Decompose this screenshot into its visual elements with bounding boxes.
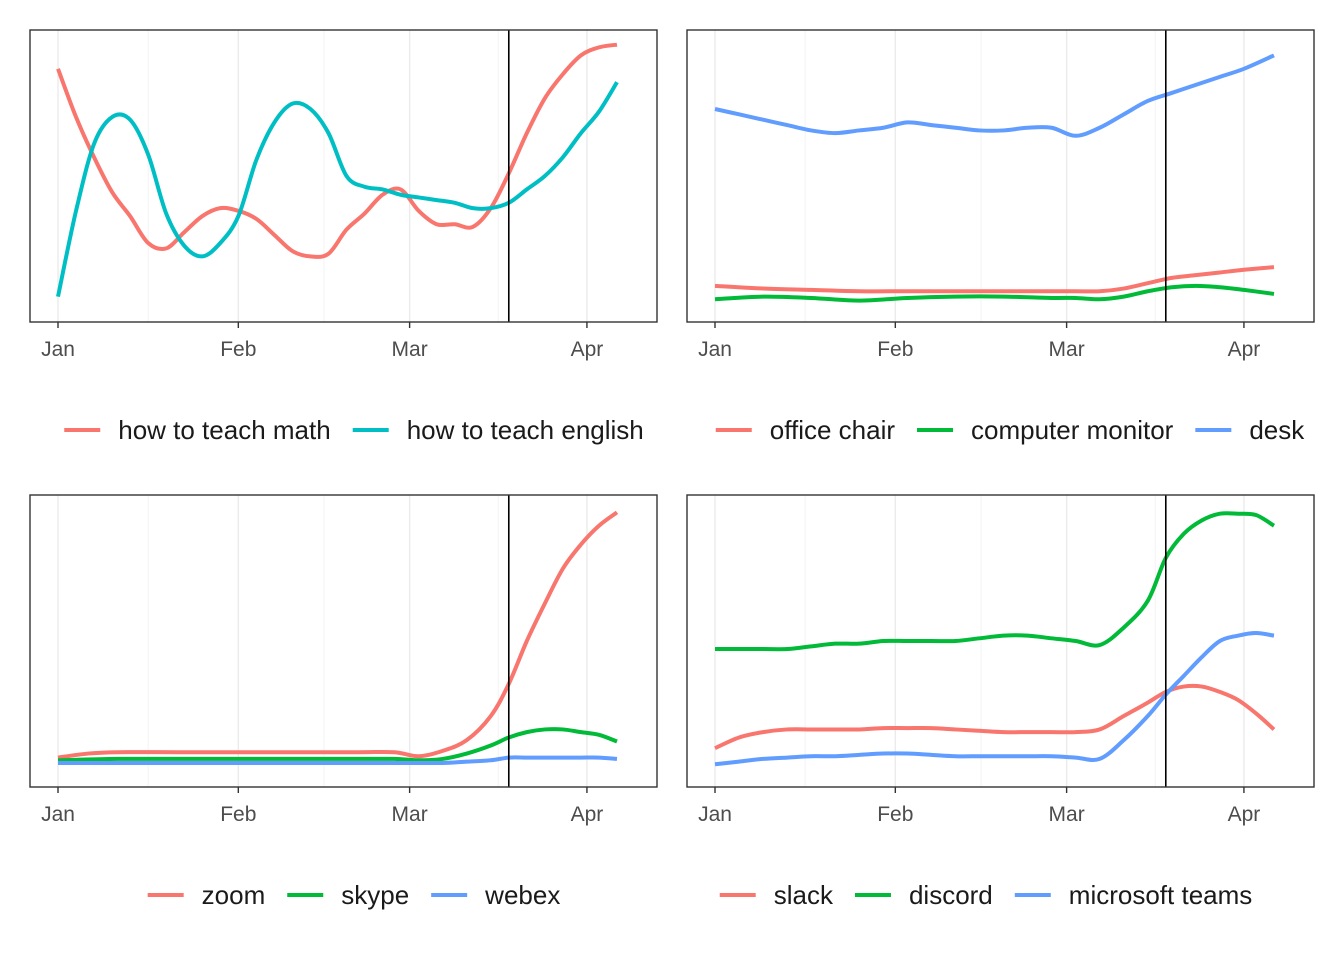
x-tick-label: Apr — [1228, 338, 1261, 361]
x-tick-label: Mar — [392, 338, 428, 361]
legend: zoom skype webex — [147, 880, 560, 910]
series-line-zoom — [57, 510, 619, 760]
legend-label: microsoft teams — [1069, 880, 1253, 910]
legend-label: how to teach math — [118, 415, 330, 445]
x-tick-label: Apr — [571, 338, 604, 361]
series-line-webex — [58, 755, 618, 766]
series-line-how-to-teach-english — [56, 81, 619, 298]
legend-label: zoom — [202, 880, 266, 910]
x-tick-label: Apr — [1228, 803, 1261, 826]
x-tick-label: Feb — [220, 338, 256, 361]
chart-panel-3: Jan Feb Mar Apr zoom skype webex — [29, 494, 658, 910]
series-line-desk — [714, 53, 1275, 138]
legend-label: slack — [774, 880, 834, 910]
legend-label: how to teach english — [407, 415, 644, 445]
series-line-office-chair — [714, 265, 1275, 294]
panel-border — [686, 494, 1315, 788]
chart-panel-2: Jan Feb Mar Apr office chair computer monitor… — [686, 29, 1315, 445]
x-tick-label: Apr — [571, 803, 604, 826]
x-tick-label: Feb — [877, 803, 913, 826]
x-tick-label: Jan — [698, 803, 732, 826]
x-tick-label: Mar — [1049, 803, 1085, 826]
legend-label: discord — [909, 880, 993, 910]
legend-label: desk — [1249, 415, 1305, 445]
x-tick-label: Jan — [41, 338, 75, 361]
legend: slack discord microsoft teams — [719, 880, 1253, 910]
panel-border — [29, 29, 658, 323]
legend-label: computer monitor — [971, 415, 1174, 445]
series-line-microsoft-teams — [714, 630, 1275, 767]
legend-label: skype — [341, 880, 409, 910]
x-tick-label: Mar — [392, 803, 428, 826]
panel-border — [686, 29, 1315, 323]
x-tick-label: Jan — [698, 338, 732, 361]
legend-label: webex — [484, 880, 560, 910]
series-line-computer-monitor — [714, 283, 1275, 303]
legend-label: office chair — [770, 415, 896, 445]
x-tick-label: Feb — [877, 338, 913, 361]
series-line-discord — [715, 511, 1276, 652]
x-tick-label: Feb — [220, 803, 256, 826]
series-line-skype — [57, 727, 618, 763]
series-line-how-to-teach-math — [56, 42, 618, 259]
legend: how to teach math how to teach english — [64, 415, 644, 445]
panel-border — [29, 494, 658, 788]
x-tick-label: Jan — [41, 803, 75, 826]
series-line-slack — [714, 683, 1276, 751]
chart-panel-4: Jan Feb Mar Apr slack discord microsoft teams — [686, 494, 1315, 910]
legend: office chair computer monitor desk — [715, 415, 1305, 445]
x-tick-label: Mar — [1049, 338, 1085, 361]
